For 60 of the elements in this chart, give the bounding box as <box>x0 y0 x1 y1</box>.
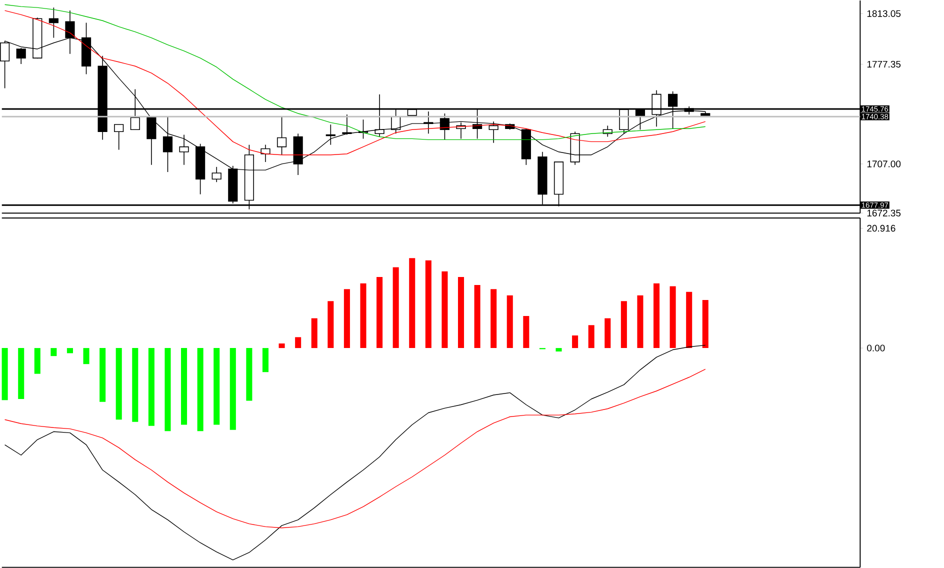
bar <box>637 295 644 348</box>
bar <box>34 348 40 374</box>
bar <box>50 348 57 356</box>
bar <box>148 348 154 426</box>
candlestick <box>342 114 352 136</box>
candlestick <box>16 48 26 64</box>
line-series <box>4 344 706 560</box>
bar <box>328 301 334 348</box>
bar <box>181 348 188 425</box>
bar <box>311 318 318 348</box>
bar <box>588 325 594 348</box>
y-tick-label: 1672.35 <box>867 210 901 216</box>
candlestick <box>179 134 189 166</box>
y-tick-label: 1707.00 <box>867 160 901 168</box>
bar <box>702 300 708 348</box>
bar <box>474 285 480 348</box>
candlestick <box>212 166 222 183</box>
bar <box>620 301 627 348</box>
bar <box>100 348 106 402</box>
bar <box>132 348 138 422</box>
bar <box>376 277 383 348</box>
bar <box>506 295 513 348</box>
bar <box>116 348 122 420</box>
bar <box>18 348 24 400</box>
bar <box>2 348 8 400</box>
bar <box>654 283 660 348</box>
bar <box>344 289 350 348</box>
candlestick <box>114 124 124 150</box>
candlestick <box>146 116 156 166</box>
y-tick-label: 0.00 <box>867 344 885 352</box>
bar <box>246 348 252 401</box>
bar <box>425 260 432 348</box>
bar <box>214 348 220 425</box>
bar <box>392 267 399 348</box>
candlestick <box>276 116 287 156</box>
bar <box>197 348 204 432</box>
bar <box>66 348 73 354</box>
bar <box>604 318 611 348</box>
bar <box>442 271 448 348</box>
bar <box>262 348 269 372</box>
bar <box>670 286 676 348</box>
bar <box>83 348 90 364</box>
bar <box>164 348 171 432</box>
candlestick <box>48 7 58 38</box>
bar <box>409 258 416 348</box>
bar <box>523 316 530 348</box>
bar <box>360 283 366 348</box>
bar <box>230 348 236 430</box>
candlestick <box>260 144 270 162</box>
bar <box>556 348 562 352</box>
y-tick-label: 1777.35 <box>867 60 901 68</box>
bar <box>278 344 285 348</box>
bar <box>686 292 692 348</box>
bar <box>490 289 497 348</box>
y-tick-label: 20.916 <box>867 224 896 232</box>
bar <box>458 277 464 348</box>
bar <box>295 337 302 348</box>
y-tick-label: 1813.05 <box>867 10 901 18</box>
candlestick <box>488 121 498 144</box>
bar <box>572 336 578 348</box>
